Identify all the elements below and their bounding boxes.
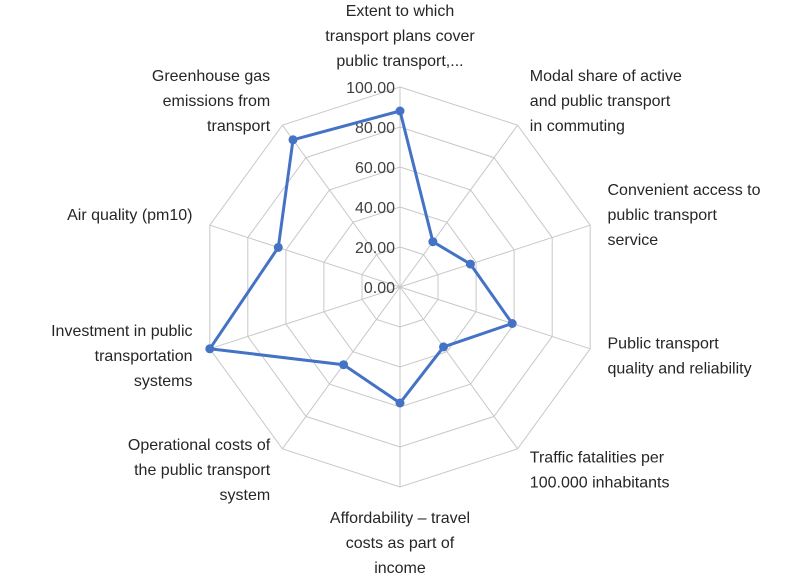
category-label-line: Investment in public <box>51 323 192 340</box>
data-point <box>395 106 405 116</box>
category-label-line: public transport <box>608 207 718 224</box>
data-point <box>428 237 438 247</box>
axis-spoke <box>399 224 591 288</box>
category-label-line: Traffic fatalities per <box>530 450 665 467</box>
category-label-line: Extent to which <box>346 3 455 20</box>
axis-spoke <box>209 286 401 350</box>
category-label-line: in commuting <box>530 118 625 135</box>
tick-label: 20.00 <box>355 240 395 257</box>
category-label-line: Greenhouse gas <box>152 68 270 85</box>
category-label: Convenient access to public transport serv… <box>608 182 761 249</box>
axis-spoke <box>399 286 519 450</box>
data-point <box>507 319 517 328</box>
axis-spoke <box>209 224 401 288</box>
category-label: Investment in public transportation system… <box>51 323 192 390</box>
category-label-line: and public transport <box>530 93 671 110</box>
category-label-line: the public transport <box>134 462 271 479</box>
category-label-line: transport <box>207 118 271 135</box>
category-label: Air quality (pm10) <box>67 207 192 224</box>
axis-spoke <box>281 124 401 288</box>
tick-label: 80.00 <box>355 120 395 137</box>
category-label-line: transportation <box>95 348 193 365</box>
series-line <box>208 109 514 405</box>
tick-label: 60.00 <box>355 160 395 177</box>
category-label: Affordability – travel costs as part of in… <box>330 510 470 575</box>
category-label: Traffic fatalities per 100.000 inhabitant… <box>530 450 670 492</box>
tick-label: 100.00 <box>346 80 395 97</box>
category-label-line: Air quality (pm10) <box>67 207 192 224</box>
radar-grid <box>209 86 591 488</box>
category-label-line: systems <box>134 373 193 390</box>
data-point <box>395 398 405 408</box>
data-point <box>465 259 475 269</box>
axis-spoke <box>399 124 519 288</box>
category-label-line: Convenient access to <box>608 182 761 199</box>
category-label-line: quality and reliability <box>608 361 752 378</box>
category-label-line: public transport,... <box>336 53 463 70</box>
category-label-line: system <box>220 487 271 504</box>
category-label-line: Public transport <box>608 336 720 353</box>
category-label: Greenhouse gas emissions from transport <box>152 68 271 135</box>
category-label-line: service <box>608 232 659 249</box>
category-label: Operational costs of the public transport… <box>128 437 271 504</box>
radial-axis-ticks: 0.00 20.00 40.00 60.00 80.00 100.00 <box>346 80 395 297</box>
tick-label: 40.00 <box>355 200 395 217</box>
category-label-line: 100.000 inhabitants <box>530 475 670 492</box>
data-point <box>288 135 298 145</box>
data-point <box>339 360 349 370</box>
category-label-line: Modal share of active <box>530 68 682 85</box>
category-label-line: transport plans cover <box>325 28 475 45</box>
data-point <box>439 342 448 352</box>
tick-label: 0.00 <box>364 280 395 297</box>
category-label-line: costs as part of <box>346 535 455 552</box>
category-label: Modal share of active and public transpor… <box>530 68 682 135</box>
category-label-line: income <box>374 560 426 575</box>
category-label: Extent to which transport plans cover publ… <box>325 3 475 70</box>
axis-spoke <box>399 286 591 350</box>
series-layer <box>205 106 517 408</box>
category-label-line: Operational costs of <box>128 437 271 454</box>
category-labels: Extent to which transport plans cover publ… <box>51 3 760 575</box>
category-label-line: Affordability – travel <box>330 510 470 527</box>
data-point <box>205 344 215 354</box>
category-label: Public transport quality and reliability <box>608 336 752 378</box>
category-label-line: emissions from <box>163 93 271 110</box>
data-point <box>273 242 283 252</box>
